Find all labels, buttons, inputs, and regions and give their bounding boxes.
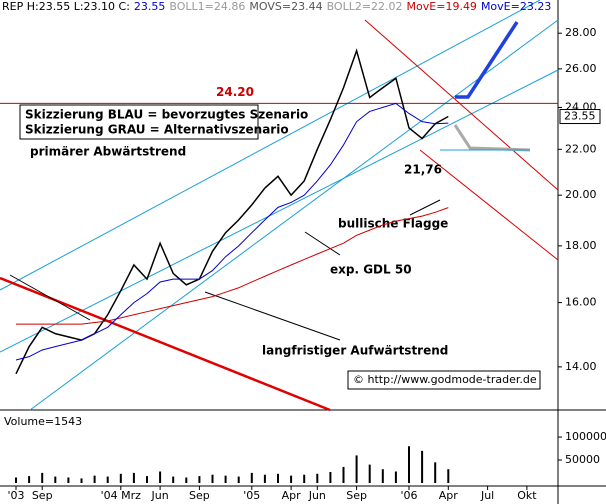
legend-box [19, 104, 259, 140]
annotation: bullische Flagge [338, 217, 448, 231]
annotation: exp. GDL 50 [330, 263, 412, 277]
volume-bar [185, 477, 188, 483]
y-tick-label: 16.00 [565, 296, 597, 309]
source: © http://www.godmode-trader.de [353, 373, 537, 386]
channel-line [0, 69, 559, 353]
x-tick-label: Apr [439, 489, 459, 502]
volume-bar [421, 450, 424, 483]
header: REP H:23.55 L:23.10 C: 23.55 BOLL1=24.86 MO… [2, 0, 551, 13]
volume-bar [342, 466, 345, 483]
x-tick-label: Sep [346, 489, 367, 502]
volume-bar [303, 474, 306, 483]
volume-bar [211, 474, 214, 483]
y-tick-label: 28.00 [565, 26, 597, 39]
volume-bar [28, 476, 31, 483]
x-tick-label: Apr [282, 489, 302, 502]
volume-bar [159, 471, 162, 483]
y-tick-label: 18.00 [565, 239, 597, 252]
volume-bar [250, 472, 253, 483]
series-line [16, 207, 449, 325]
annotation: Skizzierung GRAU = Alternativszenario [25, 123, 289, 137]
volume-bar [106, 476, 109, 483]
header-item: REP H:23.55 L:23.10 C: [2, 0, 130, 13]
level-label: 24.20 [216, 85, 254, 99]
price-tag [559, 109, 601, 125]
header-item: BOLL2=22.02 [327, 0, 403, 13]
header-item: MovE=19.49 [407, 0, 477, 13]
volume-bar [263, 474, 266, 483]
x-tick-label: Sep [32, 489, 53, 502]
volume-bar [408, 446, 410, 483]
volume-bar [368, 464, 371, 483]
volume-bar [80, 478, 83, 483]
volume-bar [93, 475, 96, 483]
scenario-gray [453, 124, 531, 152]
header-item: BOLL1=24.86 [169, 0, 245, 13]
x-tick-label: Okt [517, 489, 537, 502]
volume-bar [290, 475, 293, 483]
volume-bar [41, 472, 44, 483]
x-tick-label: Jun [151, 489, 169, 502]
volume-bar [237, 476, 240, 483]
scenario-blue [455, 21, 519, 99]
price-tag-label: 23.55 [564, 110, 596, 123]
volume-bar [15, 477, 17, 483]
volume-bar [132, 472, 135, 483]
arrow [304, 231, 341, 256]
y-tick-label: 26.00 [565, 62, 597, 75]
header-item: MOVS=23.44 [249, 0, 322, 13]
annotation: langfristiger Aufwärtstrend [262, 344, 448, 358]
arrow [409, 199, 441, 216]
arrow [9, 274, 91, 321]
volume-bar [329, 471, 332, 483]
volume-bar [277, 473, 279, 483]
volume-bar [394, 471, 397, 483]
y-tick-label: 50000 [565, 453, 600, 466]
volume-label: Volume=1543 [4, 415, 82, 428]
annotation: 21,76 [404, 163, 442, 177]
volume-bar [355, 455, 358, 483]
volume-bar [316, 473, 319, 483]
volume-bar [67, 477, 70, 483]
channel-line [0, 0, 541, 291]
x-tick-label: '06 [400, 489, 417, 502]
channel-line [364, 19, 559, 191]
trend-lines [0, 0, 559, 412]
channel-line [29, 19, 559, 411]
y-tick-label: 20.00 [565, 188, 597, 201]
volume-bar [146, 476, 148, 483]
header-item: MovE=23.23 [481, 0, 551, 13]
y-tick-label: 22.00 [565, 142, 597, 155]
volume-bar [224, 475, 227, 483]
volume-bar [198, 476, 201, 483]
volume-bar [434, 462, 437, 483]
channel-line [419, 149, 559, 261]
x-tick-label: Sep [189, 489, 210, 502]
x-tick-label: '05 [243, 489, 260, 502]
volume-bar [381, 469, 384, 483]
x-tick-label: Jul [480, 489, 494, 502]
x-tick-label: '04 Mrz [101, 489, 142, 502]
y-tick-label: 100000 [565, 430, 606, 443]
x-tick-label: '03 [7, 489, 24, 502]
volume-bar [119, 473, 122, 483]
y-tick-label: 14.00 [565, 360, 597, 373]
volume-bar [54, 476, 57, 483]
source-box [347, 370, 541, 390]
annotation: Skizzierung BLAU = bevorzugtes Szenario [25, 108, 308, 122]
header-item: 23.55 [134, 0, 166, 13]
annotation: primärer Abwärtstrend [30, 145, 186, 159]
x-tick-label: Jun [308, 489, 326, 502]
volume-bar [447, 469, 450, 483]
arrow [204, 291, 341, 341]
volume-bar [172, 476, 175, 483]
series-line [15, 102, 449, 361]
